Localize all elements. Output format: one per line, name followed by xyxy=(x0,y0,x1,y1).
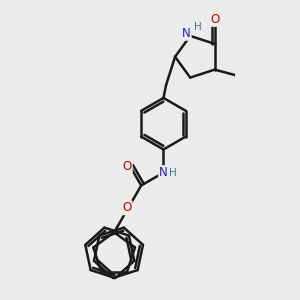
Text: N: N xyxy=(182,27,191,40)
Text: O: O xyxy=(210,13,219,26)
Text: O: O xyxy=(122,160,132,173)
Text: N: N xyxy=(159,166,168,179)
Text: H: H xyxy=(194,22,201,32)
Text: O: O xyxy=(122,201,132,214)
Text: H: H xyxy=(169,168,177,178)
